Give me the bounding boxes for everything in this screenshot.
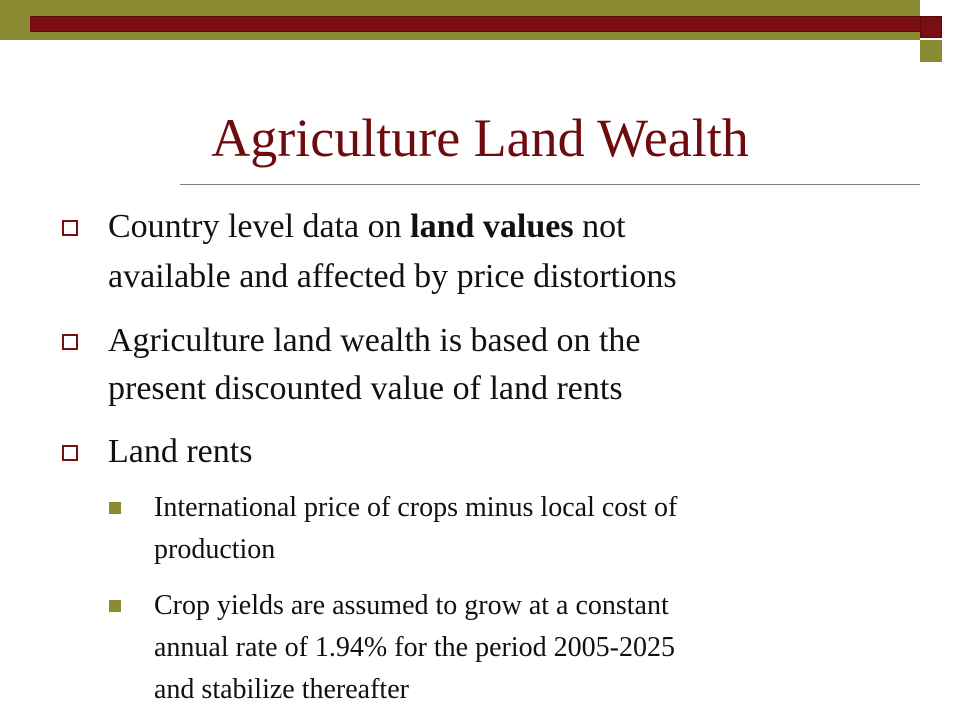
square-bullet-icon [62, 334, 78, 350]
corner-square-olive [920, 40, 942, 62]
sub-bullet-2-line-2: annual rate of 1.94% for the period 2005… [154, 632, 675, 663]
bullet-1-bold-text: land values [410, 208, 574, 245]
corner-square-maroon [920, 16, 942, 38]
square-bullet-icon [62, 220, 78, 236]
sub-bullet-1-line-2: production [154, 534, 276, 565]
bullet-2-line-2: present discounted value of land rents [108, 370, 623, 407]
sub-bullet-square-icon [109, 502, 121, 514]
sub-bullet-2-line-1: Crop yields are assumed to grow at a con… [154, 590, 669, 621]
bullet-1-line-2: available and affected by price distorti… [108, 258, 677, 295]
bullet-1-text-post: not [573, 208, 626, 245]
bullet-1-line-1: Country level data on land values not [108, 206, 626, 248]
square-bullet-icon [62, 445, 78, 461]
sub-bullet-1-line-1: International price of crops minus local… [154, 492, 678, 523]
sub-bullet-2-line-3: and stabilize thereafter [154, 674, 409, 705]
bullet-1-text-pre: Country level data on [108, 208, 411, 245]
sub-bullet-square-icon [109, 600, 121, 612]
bullet-3-line-1: Land rents [108, 433, 253, 470]
slide-title: Agriculture Land Wealth [211, 108, 749, 168]
bullet-2-line-1: Agriculture land wealth is based on the [108, 322, 641, 359]
top-banner-maroon-stripe [30, 16, 920, 32]
title-divider [180, 184, 920, 185]
